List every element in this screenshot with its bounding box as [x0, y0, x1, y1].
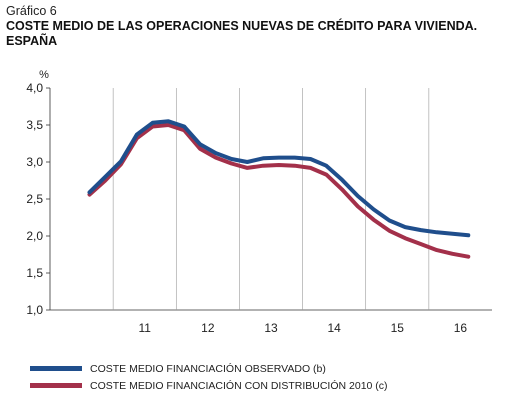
y-tick-label: 2,5 — [26, 192, 43, 206]
y-tick-label: 4,0 — [26, 81, 43, 95]
grid-layer — [112, 88, 430, 310]
x-tick-label: 11 — [138, 321, 151, 335]
plot-frame-group — [49, 88, 492, 311]
y-ticks-layer: 1,0 1,5 2,0 2,5 3,0 3,5 4,0 — [26, 81, 50, 317]
legend-item-distribution: COSTE MEDIO FINANCIACIÓN CON DISTRIBUCIÓ… — [30, 377, 500, 394]
x-tick-label: 16 — [454, 321, 468, 335]
legend-label-distribution: COSTE MEDIO FINANCIACIÓN CON DISTRIBUCIÓ… — [90, 379, 388, 392]
figure-label: Gráfico 6 — [6, 4, 57, 18]
y-tick-label: 3,5 — [26, 118, 43, 132]
y-tick-label: 1,5 — [26, 266, 43, 280]
line-chart: % 1,0 1,5 2,0 2,5 3,0 3,5 4,0 11 12 13 14 15 16 — [26, 69, 492, 335]
legend-item-observed: COSTE MEDIO FINANCIACIÓN OBSERVADO (b) — [30, 360, 500, 377]
x-tick-label: 15 — [391, 321, 405, 335]
legend-label-observed: COSTE MEDIO FINANCIACIÓN OBSERVADO (b) — [90, 362, 326, 375]
x-tick-label: 14 — [327, 321, 341, 335]
chart-title: COSTE MEDIO DE LAS OPERACIONES NUEVAS DE… — [6, 19, 478, 48]
x-tick-label: 13 — [264, 321, 278, 335]
series-line-observed — [87, 119, 471, 238]
y-tick-label: 2,0 — [26, 229, 43, 243]
x-tick-label: 12 — [201, 321, 215, 335]
y-axis-unit: % — [39, 69, 49, 81]
x-ticks-layer: 11 12 13 14 15 16 — [138, 321, 467, 335]
series-layer — [87, 119, 471, 259]
legend: COSTE MEDIO FINANCIACIÓN OBSERVADO (b) C… — [30, 360, 500, 394]
y-tick-label: 3,0 — [26, 155, 43, 169]
series-line-distribution — [87, 123, 471, 259]
y-tick-label: 1,0 — [26, 303, 43, 317]
y-axis-unit-group: % — [39, 69, 49, 81]
legend-swatch-distribution — [30, 383, 82, 388]
legend-swatch-observed — [30, 366, 82, 371]
